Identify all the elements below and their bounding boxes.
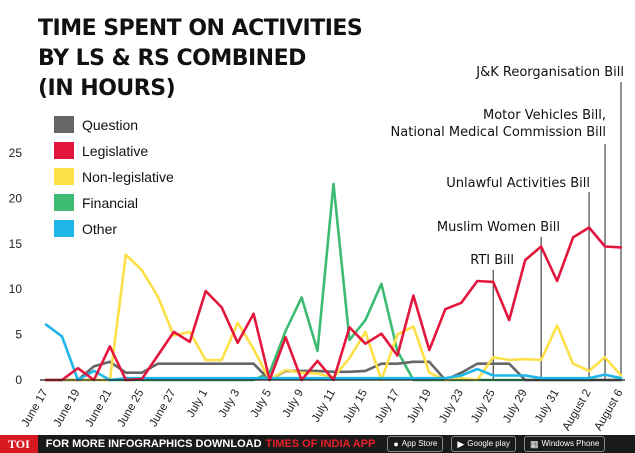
legend-label-financial: Financial	[82, 195, 138, 211]
annotation-label: Motor Vehicles Bill,	[483, 108, 606, 123]
chart-title: TIME SPENT ON ACTIVITIES BY LS & RS COMB…	[38, 14, 378, 104]
legend-swatch-financial	[54, 194, 74, 211]
series-line-financial	[44, 182, 623, 382]
legend-swatch-legislative	[54, 142, 74, 159]
x-tick-label: July 9	[281, 388, 306, 420]
y-tick-label: 25	[9, 146, 23, 160]
x-tick-label: August 2	[561, 388, 594, 433]
toi-logo[interactable]: TOI	[0, 435, 38, 453]
play-icon: ▶	[457, 439, 465, 449]
x-tick-label: July 5	[249, 388, 274, 420]
legend-swatch-non-legislative	[54, 168, 74, 185]
footer-app-name[interactable]: TIMES OF INDIA APP	[265, 438, 376, 450]
x-tick-label: June 17	[20, 388, 51, 429]
series-line-legislative	[44, 226, 623, 382]
apple-icon: ●	[393, 439, 399, 449]
legend-label-legislative: Legislative	[82, 143, 148, 159]
legend-label-question: Question	[82, 117, 138, 133]
legend-label-non-legislative: Non-legislative	[82, 169, 174, 185]
windows-phone-label: Windows Phone	[541, 439, 600, 448]
legend-swatch-other	[54, 220, 74, 237]
legend-swatch-question	[54, 116, 74, 133]
x-tick-label: June 27	[148, 388, 179, 429]
x-tick-label: June 25	[116, 388, 147, 429]
footer-cta: FOR MORE INFOGRAPHICS DOWNLOAD	[45, 438, 262, 450]
x-tick-label: July 23	[437, 388, 466, 426]
annotation-label: RTI Bill	[470, 253, 514, 268]
title-line-2: BY LS & RS COMBINED	[38, 46, 306, 71]
x-tick-label: June 21	[84, 388, 115, 429]
annotation-label: Unlawful Activities Bill	[446, 176, 590, 191]
y-tick-label: 0	[15, 373, 22, 387]
app-store-badge[interactable]: ● App Store	[387, 436, 444, 452]
series-line-non-legislative	[44, 253, 623, 382]
x-tick-label: July 25	[469, 388, 498, 426]
legend-label-other: Other	[82, 221, 117, 237]
windows-icon: ▦	[529, 439, 539, 449]
x-tick-label: July 1	[185, 388, 210, 420]
x-tick-label: July 17	[373, 388, 402, 426]
annotation-label: Muslim Women Bill	[437, 220, 560, 235]
x-tick-label: August 6	[593, 388, 626, 433]
x-tick-label: July 29	[501, 388, 530, 426]
y-tick-label: 20	[9, 191, 23, 205]
google-play-badge[interactable]: ▶ Google play	[451, 436, 516, 452]
google-play-label: Google play	[467, 439, 510, 448]
title-line-1: TIME SPENT ON ACTIVITIES	[38, 16, 363, 41]
x-tick-label: June 19	[52, 388, 83, 429]
y-tick-label: 5	[15, 328, 22, 342]
y-tick-label: 10	[9, 282, 23, 296]
x-tick-label: July 11	[310, 388, 338, 425]
annotation-label: J&K Reorganisation Bill	[475, 65, 624, 80]
title-line-3: (IN HOURS)	[38, 76, 176, 101]
annotation-label: National Medical Commission Bill	[391, 125, 606, 140]
footer-bar: TOI FOR MORE INFOGRAPHICS DOWNLOAD TIMES…	[0, 435, 635, 453]
x-tick-label: July 19	[405, 388, 434, 426]
x-tick-label: July 31	[533, 388, 562, 426]
windows-phone-badge[interactable]: ▦ Windows Phone	[523, 436, 606, 452]
x-tick-label: July 3	[217, 388, 242, 420]
x-tick-label: July 15	[341, 388, 370, 426]
app-store-label: App Store	[401, 439, 438, 448]
y-tick-label: 15	[9, 237, 23, 251]
